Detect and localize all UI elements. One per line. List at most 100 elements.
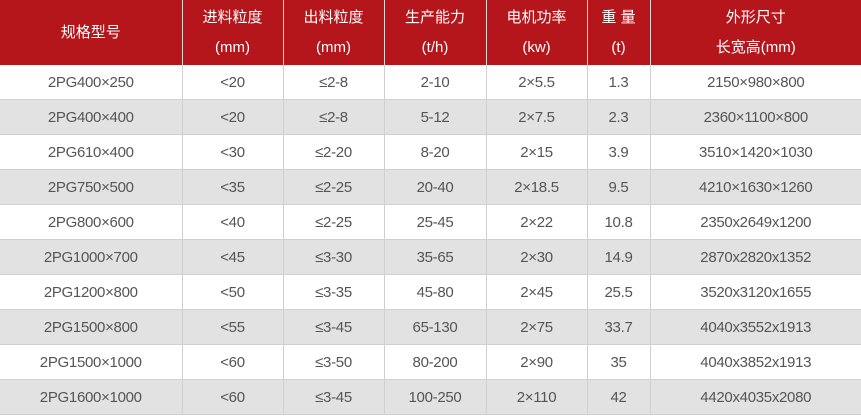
table-cell: <40 xyxy=(181,204,284,240)
header-line: (kw) xyxy=(522,38,551,56)
table-cell: 2360×1100×800 xyxy=(649,99,861,135)
table-row: 2PG400×250 <20 ≤2-8 2-10 2×5.5 1.3 2150×980×80… xyxy=(0,65,861,100)
table-cell: 10.8 xyxy=(586,204,651,240)
table-cell: 80-200 xyxy=(383,344,487,380)
header-line: 外形尺寸 xyxy=(725,8,786,26)
table-cell: 2PG400×400 xyxy=(0,99,183,135)
table-cell: 8-20 xyxy=(383,134,487,170)
table-cell: 2PG1500×1000 xyxy=(0,344,183,380)
table-cell: 35-65 xyxy=(383,239,487,275)
column-header: 进料粒度 (mm) xyxy=(182,0,284,65)
table-row: 2PG1500×1000 <60 ≤3-50 80-200 2×90 35 4040x385… xyxy=(0,344,861,380)
table-cell: 3.9 xyxy=(586,134,651,170)
table-cell: 2×7.5 xyxy=(485,99,588,135)
table-row: 2PG750×500 <35 ≤2-25 20-40 2×18.5 9.5 4210×163… xyxy=(0,169,861,205)
header-line: (mm) xyxy=(215,38,250,56)
table-cell: 2PG1200×800 xyxy=(0,274,183,310)
table-cell: 35 xyxy=(586,344,651,380)
table-cell: 42 xyxy=(586,379,651,415)
table-cell: ≤2-25 xyxy=(282,169,385,205)
table-cell: 2×90 xyxy=(485,344,588,380)
table-cell: 2PG800×600 xyxy=(0,204,183,240)
table-cell: 2×110 xyxy=(485,379,588,415)
header-line: 出料粒度 xyxy=(303,8,364,26)
column-header: 外形尺寸长宽高(mm) xyxy=(650,0,861,65)
table-cell: 2350x2649x1200 xyxy=(649,204,861,240)
column-header: 重 量 (t) xyxy=(587,0,651,65)
table-cell: 4040x3852x1913 xyxy=(649,344,861,380)
table-cell: <60 xyxy=(181,344,284,380)
table-cell: <50 xyxy=(181,274,284,310)
table-cell: 100-250 xyxy=(383,379,487,415)
header-line: 进料粒度 xyxy=(202,8,263,26)
header-line: 长宽高(mm) xyxy=(715,38,796,56)
table-row: 2PG610×400 <30 ≤2-20 8-20 2×15 3.9 3510×1420×1… xyxy=(0,134,861,170)
table-row: 2PG1500×800 <55 ≤3-45 65-130 2×75 33.7 4040x35… xyxy=(0,309,861,345)
table-cell: 4420x4035x2080 xyxy=(649,379,861,415)
header-line: (t/h) xyxy=(421,38,449,56)
table-cell: 25.5 xyxy=(586,274,651,310)
table-cell: <20 xyxy=(181,65,284,100)
table-cell: 14.9 xyxy=(586,239,651,275)
table-row: 2PG1200×800 <50 ≤3-35 45-80 2×45 25.5 3520x312… xyxy=(0,274,861,310)
table-cell: 2×30 xyxy=(485,239,588,275)
table-body: 2PG400×250 <20 ≤2-8 2-10 2×5.5 1.3 2150×980×80… xyxy=(0,65,861,415)
table-cell: 2870x2820x1352 xyxy=(649,239,861,275)
table-cell: ≤3-50 xyxy=(282,344,385,380)
table-cell: ≤3-45 xyxy=(282,379,385,415)
table-cell: <30 xyxy=(181,134,284,170)
table-row: 2PG1600×1000 <60 ≤3-45 100-250 2×110 42 4420x4… xyxy=(0,379,861,415)
table-cell: 25-45 xyxy=(383,204,487,240)
table-cell: 5-12 xyxy=(383,99,487,135)
table-cell: 2PG1500×800 xyxy=(0,309,183,345)
table-cell: 2PG1600×1000 xyxy=(0,379,183,415)
table-row: 2PG1000×700 <45 ≤3-30 35-65 2×30 14.9 2870x282… xyxy=(0,239,861,275)
column-header: 电机功率 (kw) xyxy=(486,0,588,65)
table-cell: <35 xyxy=(181,169,284,205)
table-cell: 45-80 xyxy=(383,274,487,310)
table-cell: 2×45 xyxy=(485,274,588,310)
table-cell: 4210×1630×1260 xyxy=(649,169,861,205)
table-cell: 3510×1420×1030 xyxy=(649,134,861,170)
header-line: 规格型号 xyxy=(60,23,121,41)
table-cell: <45 xyxy=(181,239,284,275)
table-cell: ≤2-25 xyxy=(282,204,385,240)
table-cell: 4040x3552x1913 xyxy=(649,309,861,345)
header-row: 规格型号 进料粒度 (mm) 出料粒度 (mm) 生产能力 (t/h) 电机功率 (kw) 重 量… xyxy=(0,0,861,65)
table-cell: 2×15 xyxy=(485,134,588,170)
table-cell: ≤2-8 xyxy=(282,99,385,135)
table-cell: 2×22 xyxy=(485,204,588,240)
table-cell: 2150×980×800 xyxy=(649,65,861,100)
header-line: 重 量 xyxy=(601,8,636,26)
table-cell: 2PG610×400 xyxy=(0,134,183,170)
table-row: 2PG800×600 <40 ≤2-25 25-45 2×22 10.8 2350x2649… xyxy=(0,204,861,240)
table-cell: 2PG750×500 xyxy=(0,169,183,205)
table-cell: 2×75 xyxy=(485,309,588,345)
table-cell: ≤3-45 xyxy=(282,309,385,345)
table-cell: <60 xyxy=(181,379,284,415)
table-cell: 2×18.5 xyxy=(485,169,588,205)
table-cell: 3520x3120x1655 xyxy=(649,274,861,310)
table-cell: 9.5 xyxy=(586,169,651,205)
table-row: 2PG400×400 <20 ≤2-8 5-12 2×7.5 2.3 2360×1100×8… xyxy=(0,99,861,135)
column-header: 生产能力 (t/h) xyxy=(384,0,487,65)
table-cell: 65-130 xyxy=(383,309,487,345)
table-cell: ≤2-8 xyxy=(282,65,385,100)
table-cell: ≤3-30 xyxy=(282,239,385,275)
header-line: (mm) xyxy=(316,38,351,56)
table-cell: 2.3 xyxy=(586,99,651,135)
column-header: 规格型号 xyxy=(0,0,183,65)
header-line: 生产能力 xyxy=(404,8,465,26)
table-cell: 1.3 xyxy=(586,65,651,100)
table-cell: ≤3-35 xyxy=(282,274,385,310)
header-line: 电机功率 xyxy=(506,8,567,26)
table-cell: 2-10 xyxy=(383,65,487,100)
table-cell: 2PG1000×700 xyxy=(0,239,183,275)
column-header: 出料粒度 (mm) xyxy=(283,0,385,65)
table-cell: 33.7 xyxy=(586,309,651,345)
table-cell: <55 xyxy=(181,309,284,345)
header-line: (t) xyxy=(611,38,626,56)
table-cell: ≤2-20 xyxy=(282,134,385,170)
table-cell: 2×5.5 xyxy=(485,65,588,100)
